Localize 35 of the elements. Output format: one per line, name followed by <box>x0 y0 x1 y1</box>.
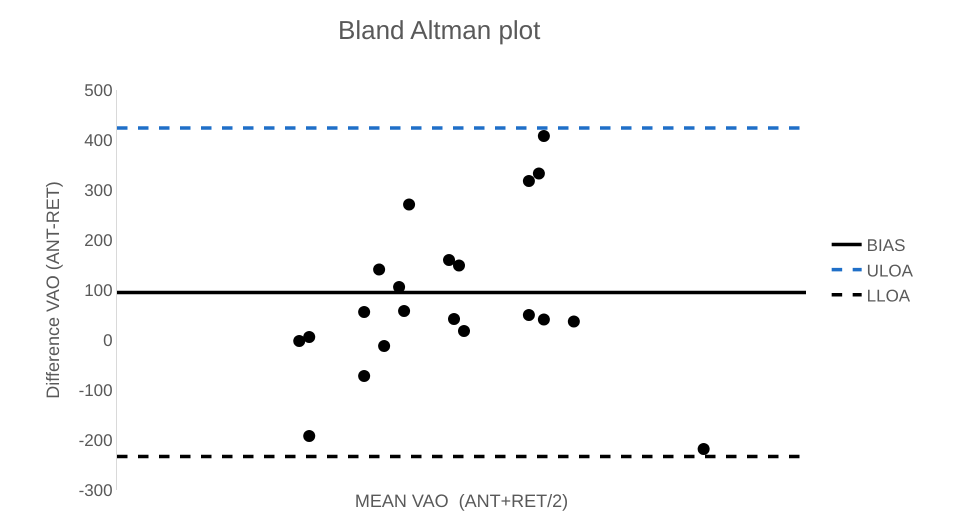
point <box>303 331 316 343</box>
legend-label: LLOA <box>866 286 911 306</box>
y-tick-label: -100 <box>78 380 113 400</box>
point <box>568 316 580 328</box>
point <box>522 175 535 187</box>
point <box>403 198 416 210</box>
point <box>303 430 316 442</box>
point <box>538 314 550 326</box>
y-tick-label: 100 <box>84 280 113 300</box>
point <box>373 264 386 276</box>
point <box>443 254 456 266</box>
point <box>458 325 470 337</box>
legend-label: ULOA <box>866 261 914 280</box>
point <box>448 313 460 325</box>
point <box>532 168 545 180</box>
y-tick-label: -300 <box>78 480 113 500</box>
y-tick-label: 500 <box>84 80 113 100</box>
point <box>522 309 535 321</box>
point <box>398 305 410 317</box>
y-tick-label: -200 <box>78 430 113 450</box>
point <box>538 130 550 142</box>
chart-title: Bland Altman plot <box>338 15 542 46</box>
x-axis-title: MEAN VAO (ANT+RET/2) <box>354 491 568 512</box>
y-tick-label: 300 <box>84 180 113 200</box>
point <box>453 260 465 272</box>
y-tick-label: 0 <box>103 330 113 350</box>
legend-label: BIAS <box>866 236 906 256</box>
point <box>293 335 306 347</box>
point <box>378 340 390 352</box>
point <box>698 443 710 455</box>
point <box>358 306 370 318</box>
point <box>358 370 370 382</box>
y-tick-label: 200 <box>84 230 113 250</box>
y-axis-title: Difference VAO (ANT-RET) <box>42 181 63 399</box>
y-tick-label: 400 <box>84 130 113 150</box>
